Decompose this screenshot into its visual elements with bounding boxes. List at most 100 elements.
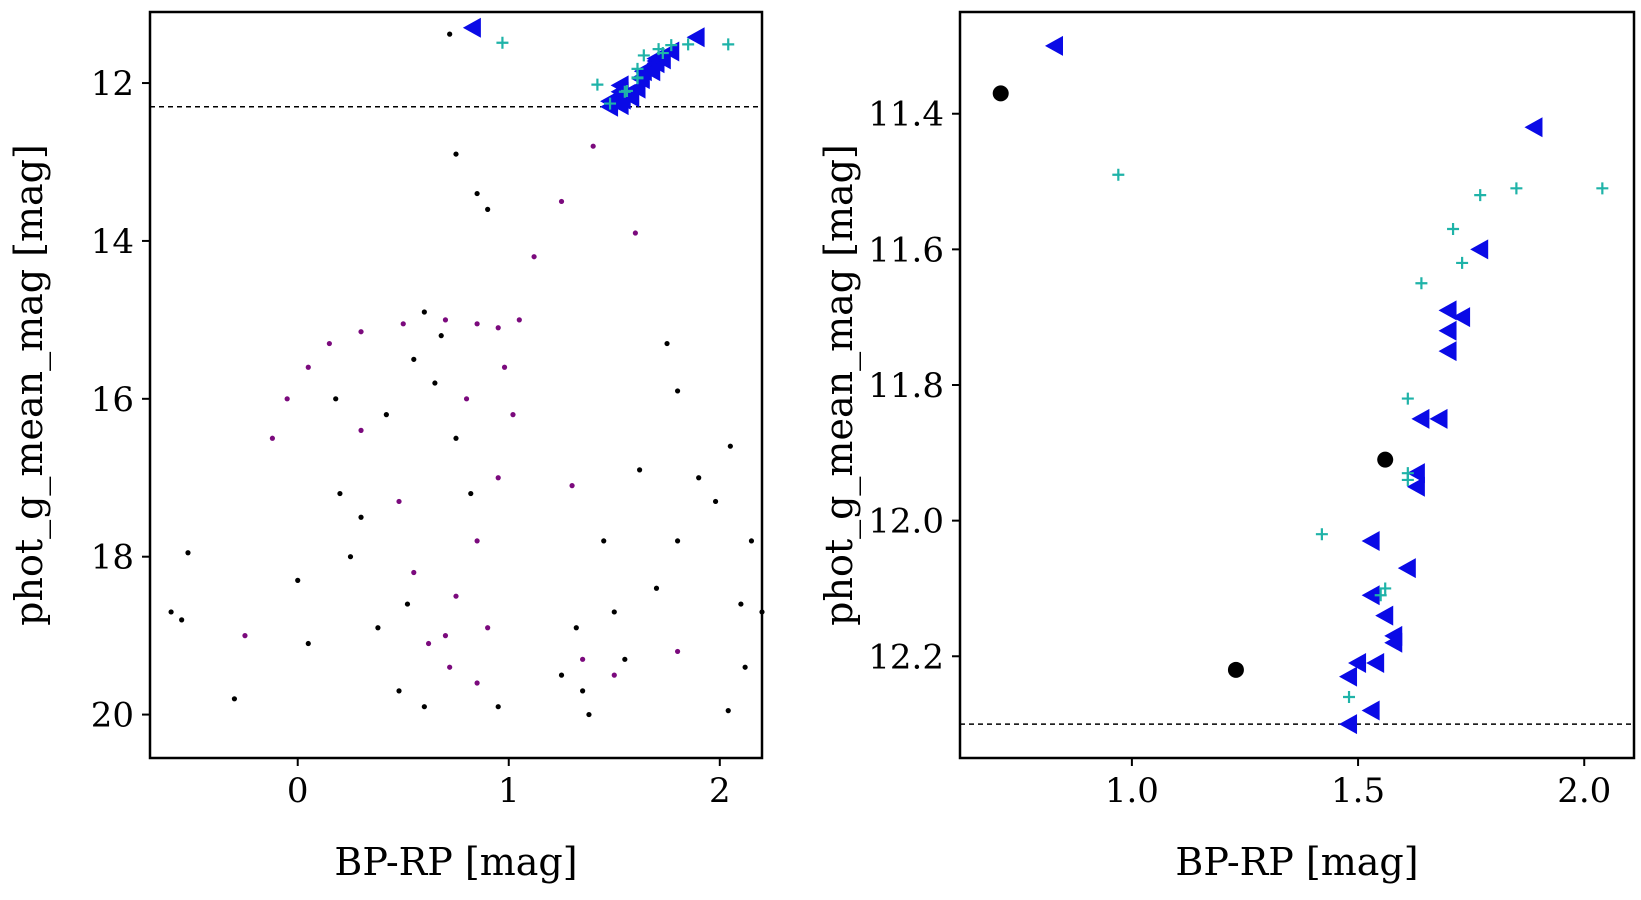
- data-point-plus: [1401, 467, 1414, 480]
- data-point-dot: [400, 321, 406, 327]
- data-point-dot: [590, 143, 596, 149]
- y-tick-label: 12.2: [868, 637, 944, 677]
- data-point-triangle: [1348, 653, 1367, 674]
- data-point-dot: [358, 514, 364, 520]
- y-tick-label: 11.6: [868, 230, 944, 270]
- x-tick-label: 2: [709, 771, 731, 811]
- data-point-dot: [992, 85, 1009, 102]
- data-point-triangle: [1406, 463, 1425, 484]
- data-point-dot: [674, 388, 681, 394]
- data-point-dot: [453, 151, 459, 157]
- data-point-dot: [742, 664, 748, 670]
- data-point-dot: [447, 664, 453, 670]
- data-point-dot: [442, 317, 449, 323]
- data-point-dot: [425, 640, 432, 647]
- data-point-plus: [618, 85, 631, 98]
- data-point-dot: [295, 577, 301, 583]
- data-point-triangle: [686, 27, 705, 48]
- x-tick-label: 2.0: [1557, 771, 1611, 811]
- data-point-dot: [1377, 451, 1394, 468]
- y-tick-label: 12: [91, 64, 134, 104]
- data-point-dot: [333, 396, 339, 402]
- data-point-plus: [1343, 690, 1356, 703]
- data-point-plus: [1474, 189, 1487, 202]
- data-point-dot: [611, 609, 617, 615]
- data-point-dot: [432, 380, 438, 386]
- x-tick-label: 1.5: [1331, 771, 1385, 811]
- data-point-dot: [632, 230, 638, 236]
- data-point-dot: [674, 538, 681, 544]
- data-point-dot: [495, 704, 501, 710]
- data-point-plus: [1596, 182, 1609, 195]
- data-point-plus: [1374, 589, 1387, 602]
- data-point-dot: [438, 333, 444, 339]
- data-point-dot: [453, 593, 459, 599]
- data-point-triangle: [1361, 585, 1380, 606]
- data-point-dot: [242, 633, 248, 639]
- data-point-dot: [305, 640, 311, 647]
- data-point-triangle: [1384, 632, 1403, 653]
- data-point-triangle: [1438, 341, 1457, 362]
- data-point-dot: [738, 601, 744, 607]
- data-point-dot: [516, 317, 522, 323]
- data-point-triangle: [1339, 666, 1358, 687]
- data-point-triangle: [462, 17, 481, 38]
- data-point-dot: [474, 190, 480, 197]
- data-point-dot: [501, 364, 508, 370]
- data-point-plus: [1447, 223, 1460, 236]
- data-point-dot: [531, 254, 537, 260]
- data-point-plus: [1401, 392, 1414, 405]
- data-point-dot: [558, 672, 565, 678]
- data-point-triangle: [1452, 307, 1471, 328]
- data-point-dot: [463, 396, 470, 402]
- data-point-dot: [674, 648, 681, 655]
- data-point-dot: [358, 427, 364, 433]
- data-point-plus: [665, 39, 678, 52]
- data-point-triangle: [1361, 700, 1380, 721]
- data-point-dot: [453, 435, 459, 441]
- data-point-triangle: [1438, 300, 1457, 321]
- data-point-dot: [305, 364, 311, 370]
- data-point-triangle: [1366, 653, 1385, 674]
- data-point-dot: [573, 625, 579, 631]
- data-point-plus: [656, 47, 669, 60]
- data-point-dot: [375, 625, 381, 631]
- data-point-triangle: [642, 61, 661, 82]
- data-point-dot: [485, 206, 491, 212]
- x-tick-label: 0: [287, 771, 309, 811]
- data-point-plus: [1456, 256, 1469, 269]
- data-point-dot: [326, 340, 332, 347]
- data-point-plus: [1315, 528, 1328, 541]
- data-point-plus: [1112, 168, 1125, 181]
- data-point-dot: [759, 609, 765, 615]
- data-point-dot: [269, 435, 275, 441]
- data-point-triangle: [1429, 408, 1448, 429]
- data-point-dot: [383, 412, 389, 418]
- data-point-dot: [622, 656, 628, 662]
- data-point-triangle: [1438, 320, 1457, 341]
- right-y-axis-label: phot_g_mean_mag [mag]: [817, 144, 862, 626]
- data-point-plus: [682, 38, 695, 51]
- data-point-dot: [580, 656, 586, 662]
- data-point-dot: [601, 538, 607, 544]
- data-point-dot: [168, 609, 174, 615]
- data-point-dot: [580, 688, 586, 694]
- data-point-dot: [611, 672, 617, 678]
- data-point-triangle: [1044, 35, 1063, 56]
- data-point-dot: [347, 554, 354, 560]
- right-axis-ticks: 1.0 1.5 2.0 11.4 11.6 11.8 12.0 12.2: [868, 95, 1611, 811]
- data-point-plus: [631, 71, 644, 84]
- data-point-dot: [411, 356, 417, 362]
- data-point-dot: [447, 31, 453, 37]
- data-point-dot: [421, 704, 427, 710]
- data-point-plus: [496, 36, 509, 49]
- data-point-dot: [727, 443, 733, 449]
- data-point-dot: [748, 538, 755, 544]
- data-point-dot: [442, 633, 449, 639]
- y-tick-label: 16: [91, 380, 134, 420]
- data-point-dot: [396, 688, 402, 694]
- data-point-dot: [474, 680, 480, 686]
- left-x-axis-label: BP-RP [mag]: [334, 840, 577, 884]
